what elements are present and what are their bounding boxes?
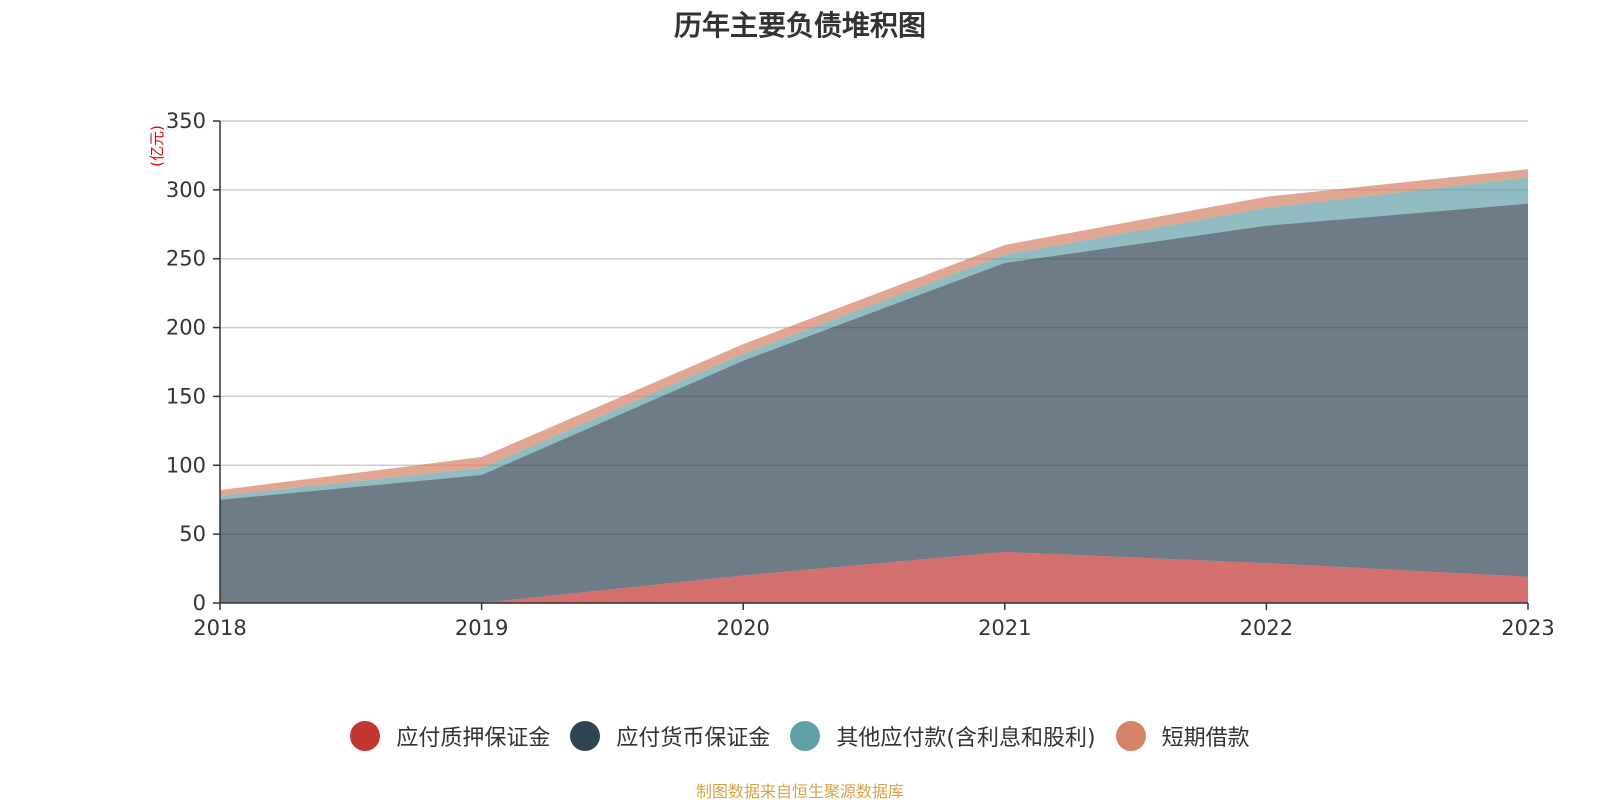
area-series-3 — [220, 177, 1528, 500]
chart-title: 历年主要负债堆积图 — [673, 9, 926, 42]
y-tick-label: 200 — [166, 316, 206, 340]
x-tick-label: 2020 — [716, 616, 769, 640]
axes: 0 50 100 150 200 250 300 350 2018 2019 2020 2021 202… — [166, 109, 1555, 640]
legend-item-1[interactable]: 应付质押保证金 — [350, 720, 550, 752]
y-axis-unit-label: (亿元) — [148, 125, 166, 167]
legend-label: 其他应付款(含利息和股利) — [836, 726, 1096, 751]
legend-label: 应付质押保证金 — [396, 726, 551, 751]
legend-label: 短期借款 — [1161, 726, 1250, 751]
area-series-2 — [220, 203, 1528, 603]
x-tick-label: 2023 — [1501, 616, 1554, 640]
x-tick-label: 2019 — [455, 616, 508, 640]
legend-item-4[interactable]: 短期借款 — [1115, 720, 1250, 752]
y-tick-label: 50 — [179, 522, 206, 546]
legend-swatch — [350, 721, 381, 751]
y-tick-label: 150 — [166, 384, 206, 408]
legend-swatch — [570, 721, 601, 751]
legend-swatch — [1115, 721, 1146, 751]
legend-swatch — [790, 721, 821, 751]
y-tick-label: 100 — [166, 453, 206, 477]
y-tick-label: 350 — [166, 109, 206, 133]
x-tick-label: 2022 — [1240, 616, 1293, 640]
y-tick-label: 250 — [166, 247, 206, 271]
area-series — [220, 169, 1528, 603]
legend-item-3[interactable]: 其他应付款(含利息和股利) — [790, 720, 1096, 752]
legend-label: 应付货币保证金 — [616, 726, 771, 751]
data-source-note: 制图数据来自恒生聚源数据库 — [695, 782, 904, 800]
x-tick-label: 2018 — [193, 616, 246, 640]
legend-item-2[interactable]: 应付货币保证金 — [570, 720, 770, 752]
x-tick-label: 2021 — [978, 616, 1031, 640]
legend: 应付质押保证金 应付货币保证金 其他应付款(含利息和股利) 短期借款 — [0, 720, 1600, 752]
y-tick-label: 0 — [193, 591, 206, 615]
y-tick-label: 300 — [166, 178, 206, 202]
area-series-1 — [220, 552, 1528, 603]
